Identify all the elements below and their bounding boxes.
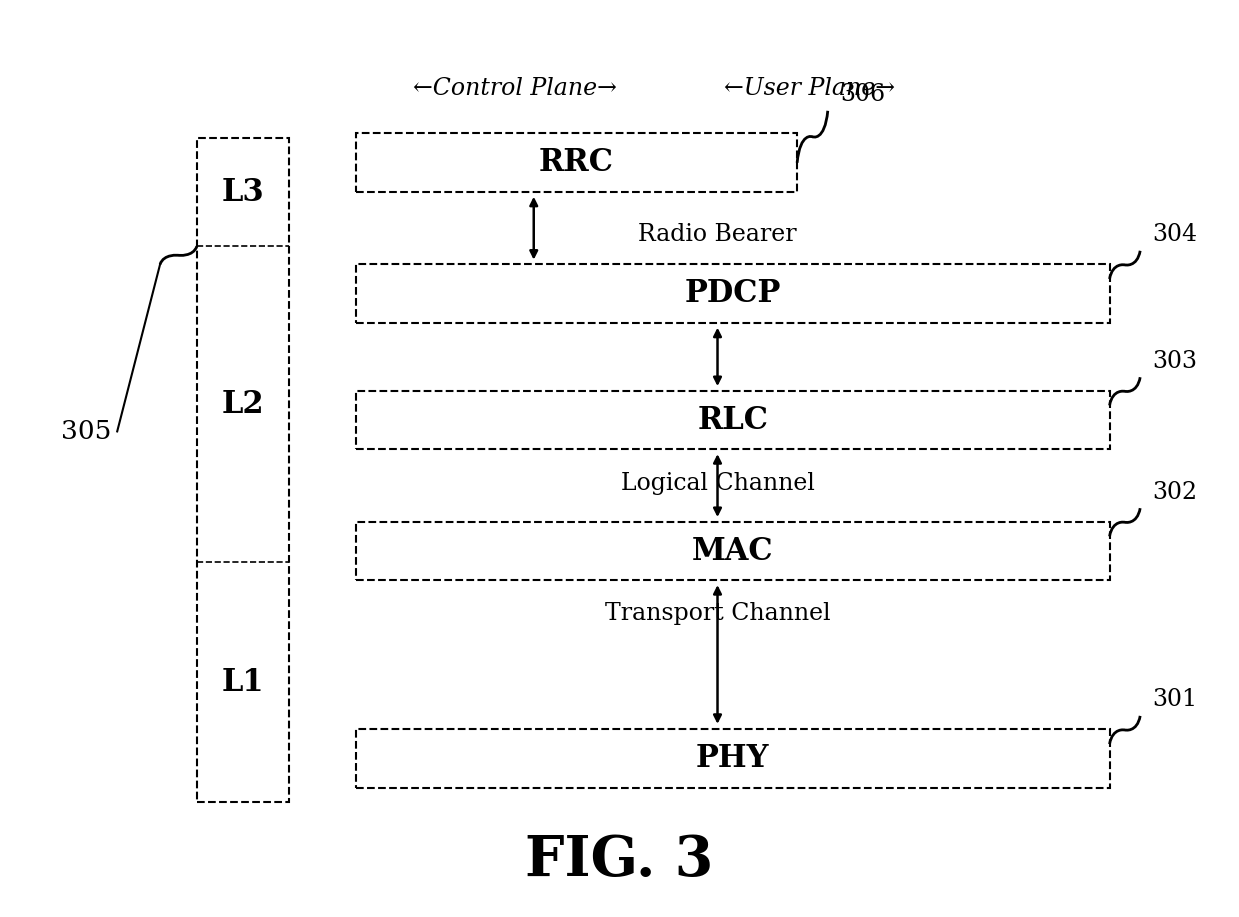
Text: RLC: RLC — [698, 404, 768, 436]
Bar — [356, 391, 1110, 449]
Bar — [356, 522, 1110, 580]
Text: ←User Plane→: ←User Plane→ — [724, 77, 895, 100]
Text: 306: 306 — [840, 83, 885, 106]
Text: Transport Channel: Transport Channel — [605, 602, 830, 625]
Text: ←Control Plane→: ←Control Plane→ — [414, 77, 617, 100]
Text: PHY: PHY — [696, 744, 769, 774]
Text: L3: L3 — [222, 177, 264, 207]
Text: 302: 302 — [1152, 481, 1198, 503]
Text: RRC: RRC — [539, 148, 615, 178]
Text: 303: 303 — [1152, 349, 1197, 372]
Text: PDCP: PDCP — [685, 278, 781, 309]
Text: MAC: MAC — [693, 536, 773, 567]
Text: 301: 301 — [1152, 689, 1198, 712]
Text: L2: L2 — [222, 389, 264, 420]
Text: FIG. 3: FIG. 3 — [525, 833, 714, 888]
Text: 305: 305 — [61, 419, 112, 444]
Bar — [356, 133, 797, 192]
Bar — [356, 264, 1110, 323]
Bar — [197, 138, 289, 801]
Text: L1: L1 — [222, 667, 264, 698]
Text: Radio Bearer: Radio Bearer — [638, 223, 797, 246]
Bar — [356, 729, 1110, 788]
Text: Logical Channel: Logical Channel — [621, 472, 814, 495]
Text: 304: 304 — [1152, 223, 1198, 247]
